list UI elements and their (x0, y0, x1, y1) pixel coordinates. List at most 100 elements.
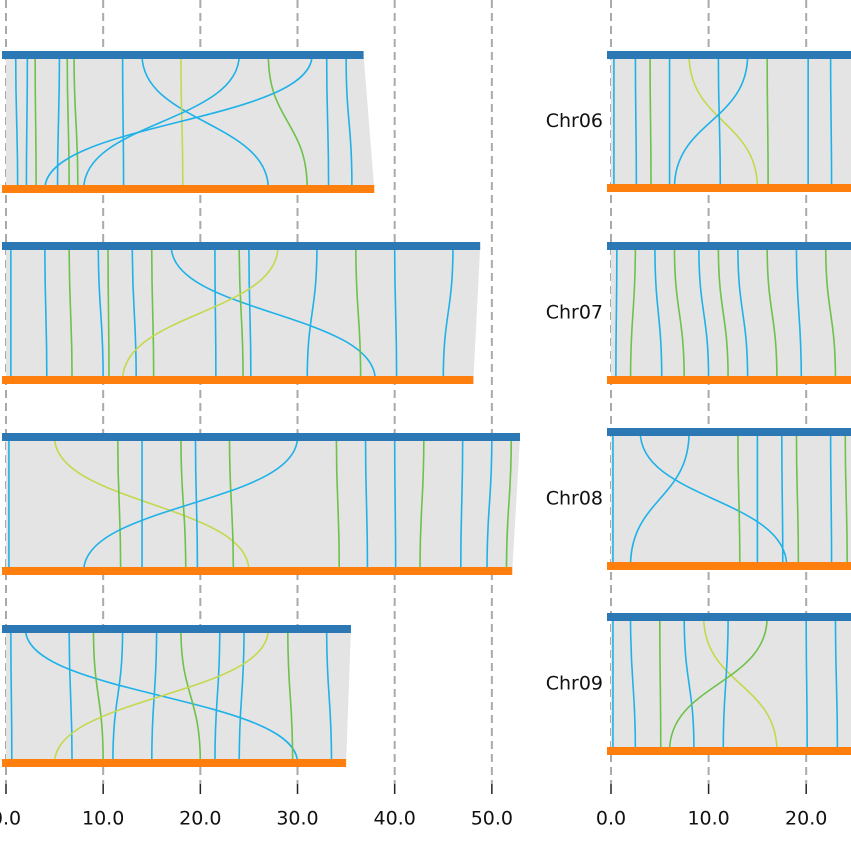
synteny-link (795, 245, 803, 381)
chromosome-label: Chr06 (546, 110, 603, 132)
x-tick-label: 0.0 (596, 808, 626, 830)
synteny-link (180, 54, 184, 190)
synteny-link (505, 436, 513, 572)
top-chromosome (2, 625, 351, 633)
synteny-link (673, 245, 685, 381)
synteny-link (364, 436, 369, 572)
synteny-link (214, 245, 217, 381)
x-tick-label: 0.0 (0, 808, 21, 830)
synteny-link (335, 436, 341, 572)
x-tick-label: 10.0 (687, 808, 729, 830)
bottom-chromosome (2, 185, 375, 193)
background-links (6, 246, 481, 380)
bottom-chromosome (2, 759, 347, 767)
top-chromosome (607, 428, 851, 436)
background-links (611, 55, 851, 188)
synteny-link (766, 245, 778, 381)
synteny-link (393, 436, 397, 572)
bottom-chromosome (607, 184, 851, 192)
synteny-link (634, 54, 638, 189)
background-links (611, 246, 851, 380)
synteny-link (66, 54, 70, 190)
synteny-link (267, 54, 309, 190)
x-tick-label: 40.0 (374, 808, 416, 830)
bottom-chromosome (607, 376, 851, 384)
synteny-link (112, 628, 124, 764)
synteny-link (248, 245, 252, 381)
synteny-link (355, 245, 362, 381)
background-links (611, 617, 851, 751)
x-tick-label: 50.0 (471, 808, 513, 830)
synteny-link (459, 436, 464, 572)
bottom-chromosome (607, 562, 851, 570)
background-links (6, 629, 351, 763)
synteny-link (325, 628, 333, 764)
synteny-link (629, 245, 637, 381)
top-chromosome (607, 51, 851, 59)
x-tick-label: 20.0 (179, 808, 221, 830)
x-tick-label: 10.0 (82, 808, 124, 830)
synteny-link (141, 54, 270, 190)
synteny-link (306, 245, 318, 381)
synteny-link (834, 616, 839, 752)
synteny-link (639, 431, 788, 567)
top-chromosome (607, 242, 851, 250)
synteny-link (170, 245, 377, 381)
synteny-link (44, 245, 48, 381)
synteny-link (150, 245, 155, 381)
x-tick-label: 30.0 (276, 808, 318, 830)
background-links (611, 432, 851, 566)
synteny-link (659, 616, 662, 752)
synteny-link (766, 54, 769, 189)
synteny-link (698, 245, 710, 381)
synteny-link (781, 431, 784, 567)
synteny-link (717, 54, 722, 189)
synteny-link (82, 54, 241, 190)
synteny-link (325, 54, 330, 190)
chromosome-label: Chr09 (546, 673, 603, 695)
synteny-link (829, 431, 833, 567)
synteny-link (92, 628, 104, 764)
top-chromosome (2, 433, 521, 441)
synteny-link (688, 54, 759, 189)
bottom-chromosome (2, 567, 513, 575)
synteny-link (345, 54, 353, 190)
synteny-link (238, 628, 245, 764)
synteny-link (824, 245, 837, 381)
synteny-link (121, 245, 279, 381)
bottom-chromosome (2, 376, 474, 384)
synteny-link (180, 628, 202, 764)
synteny-link (68, 245, 73, 381)
top-chromosome (2, 51, 364, 59)
synteny-link (131, 245, 138, 381)
synteny-link (654, 245, 663, 381)
synteny-link (393, 245, 398, 381)
top-chromosome (607, 613, 851, 621)
chromosome-label: Chr08 (546, 488, 603, 510)
synteny-link (53, 628, 270, 764)
synteny-link (53, 436, 250, 572)
synteny-link (844, 431, 848, 567)
synteny-link (68, 628, 73, 764)
synteny-link (116, 436, 122, 572)
synteny-link (121, 54, 125, 190)
synteny-link (442, 245, 454, 381)
synteny-link (228, 436, 235, 572)
synteny-link (649, 54, 652, 189)
synteny-link (717, 245, 729, 381)
synteny-link (107, 245, 110, 381)
synteny-link (629, 616, 637, 752)
synteny-link (829, 54, 833, 189)
x-tick-label: 20.0 (785, 808, 827, 830)
chromosome-label: Chr07 (546, 302, 603, 324)
synteny-link (629, 431, 690, 567)
synteny-link (238, 245, 244, 381)
synteny-link (82, 436, 299, 572)
synteny-link (194, 436, 199, 572)
synteny-link (25, 54, 29, 190)
synteny-link (805, 616, 808, 752)
top-chromosome (2, 242, 481, 250)
synteny-link (673, 54, 749, 189)
synteny-link (56, 54, 61, 190)
